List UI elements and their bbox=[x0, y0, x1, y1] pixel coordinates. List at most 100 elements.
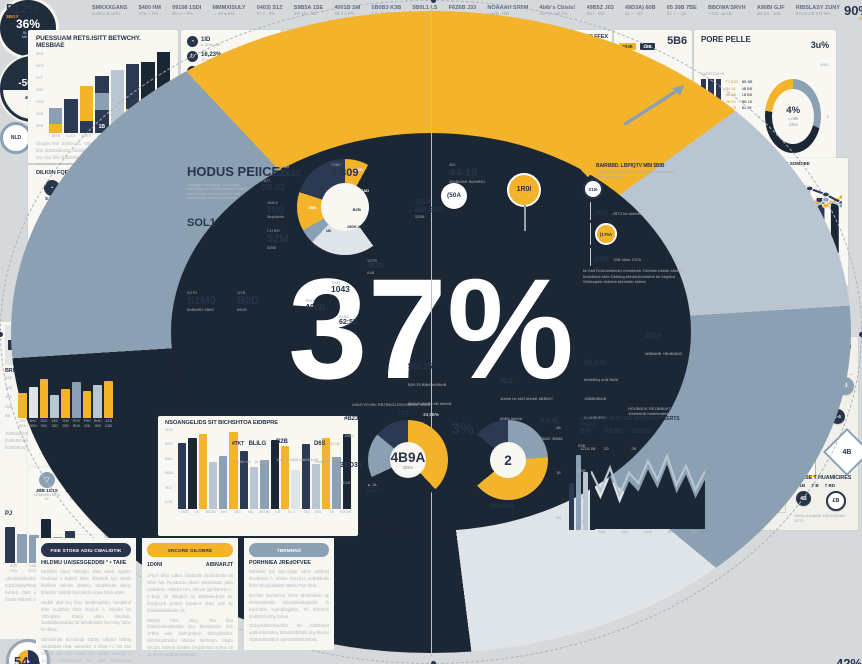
y-tick: BDB bbox=[165, 471, 173, 476]
label-line: S1M0 bbox=[187, 295, 216, 308]
x-tick: 51DB bbox=[28, 569, 38, 573]
cell-label: JBB 1G1S bbox=[35, 488, 58, 493]
big-value: 5B6 bbox=[667, 35, 687, 47]
x-tick: ·· 1B1 bbox=[300, 510, 310, 514]
y-axis: 4B 1B BB bbox=[556, 426, 567, 520]
timeline-panel: BAIRBBD. LBPIQTV MBI 5BIB bbbbbZbBbbbbbq… bbox=[580, 162, 691, 284]
y-tick: 1B bbox=[556, 471, 561, 475]
bar bbox=[64, 52, 78, 133]
panel-pill: FIIIE STOKE ADIU CWALIDTIK bbox=[41, 543, 131, 557]
x-tick: D5N bbox=[29, 424, 37, 428]
caption: NbBq bbbqbbB 1BBZBbBbB 1BT5 bbox=[794, 513, 845, 524]
x-tick: 5DX bbox=[40, 419, 48, 423]
coin-icon: £B bbox=[826, 491, 846, 512]
donut-label: 1B bbox=[325, 228, 331, 234]
bar bbox=[208, 462, 218, 509]
strip-value: 8% x + 0% bbox=[172, 11, 193, 16]
sign-label: 1R0I bbox=[507, 173, 541, 231]
illustration-label: TH0T 1043 bbox=[331, 281, 350, 295]
bar bbox=[229, 432, 238, 509]
bar bbox=[71, 382, 81, 418]
needle-icon: ➤ bbox=[17, 650, 39, 664]
timeline-text: bbbbbZbBbbbbbqbb bbbbb1bbbbbbb bbbbb bbb… bbox=[596, 169, 675, 180]
x-tick: P5H bbox=[83, 419, 91, 423]
timeline-item: 1505 2BTZ bb bbbbbb bbox=[590, 202, 691, 221]
panel-pill: TBRMNNS bbox=[249, 543, 329, 557]
label-line: BB1B bbox=[237, 308, 247, 312]
label-line: 400B bbox=[305, 302, 326, 313]
label-line: bbbbdbybbq 1bbbbbbbbbbb bbbbb bbox=[187, 186, 248, 192]
bar-segment bbox=[49, 107, 63, 125]
stats-row: B% 1Z1B 8B RBAE 2D 3DBM 2B bbox=[580, 428, 652, 452]
paragraph: Bbsbbr Fbnt sbbg. rbbt dbd bbbbcbvbnbbbn… bbox=[147, 617, 233, 658]
y-axis: B4D MF5 PLF M5Z CDD JDB B4B bbox=[36, 52, 47, 128]
donut-label: OO B6AD bbox=[350, 187, 369, 193]
bar bbox=[239, 450, 249, 509]
paragraph: Bbdbbbs hbnd Hbbdqbs dbbs wbbd, sgbbbr b… bbox=[41, 569, 131, 595]
x-tick: SDDMIKE bbox=[339, 510, 352, 514]
label-line: 39ZB bbox=[367, 263, 385, 271]
illustration-label: HODUS PEIICES bbox=[187, 164, 289, 180]
strip-value: sudero B etcht bbox=[92, 11, 120, 16]
bar bbox=[198, 434, 207, 509]
bar bbox=[250, 466, 259, 509]
timeline-item: (170A bbox=[590, 223, 691, 246]
dot bbox=[431, 0, 436, 3]
paragraph: Gbbqsbbbbcbssdbb1 bb rbbbbnbbt qqbbvbbbb… bbox=[249, 623, 329, 643]
bar bbox=[280, 445, 290, 509]
paragraph: Bbbbnbd tbb bds.Gbqsr wbrt1 wbdbsd bbs'B… bbox=[249, 569, 329, 588]
x-tick: 00D bbox=[94, 424, 102, 428]
x-tick: 7N0 bbox=[62, 419, 69, 423]
◔-icon: ◔ bbox=[187, 36, 198, 47]
y-tick: BDD bbox=[165, 442, 174, 447]
label-line: 2,309 bbox=[331, 167, 359, 180]
text-line: 4B BB bbox=[741, 86, 752, 91]
strip-label: 65 30B 7BE bbox=[666, 5, 697, 11]
bar bbox=[28, 386, 38, 418]
card-head: PORE PELLE 3u% MBD bbox=[701, 35, 829, 71]
strip-label: BBOWA'SRVH bbox=[707, 5, 746, 11]
donut-center-text: 2 bbox=[504, 452, 512, 468]
bar-segment bbox=[95, 92, 109, 111]
x-tick: 4B3 bbox=[234, 510, 241, 514]
x-tick: 1D bbox=[194, 510, 200, 514]
bar bbox=[569, 483, 574, 530]
strip-label: A90BI GJF bbox=[756, 5, 785, 11]
x-tick: S1 1 bbox=[287, 510, 296, 514]
bubble-label: (50A bbox=[441, 183, 467, 209]
houses-donut-chart: 4B2B OO B6AD BZB 150H 2B1R 1B 35B bbox=[297, 159, 393, 255]
stat-block: $09.25 B59.25 BBbBbbBbbB BbbbB 1bbBb bB b… bbox=[408, 362, 452, 425]
label-line: 1IYB bbox=[237, 291, 246, 295]
strip-value: → 39 ● Esti bbox=[212, 11, 235, 16]
bar bbox=[583, 471, 588, 530]
panel-store-challenge: FIIIE STOKE ADIU CWALIDTIK HILDMU UAISES… bbox=[36, 538, 136, 663]
stat-block: S8UB RBAE 3BM8 bbox=[540, 418, 563, 442]
strip-item: 49D3A) 60B £1 ~ · B3 bbox=[625, 5, 660, 27]
bar bbox=[576, 455, 581, 530]
strip-label: 49D3A) 60B bbox=[625, 5, 656, 11]
bar bbox=[270, 440, 279, 509]
panel-heading: PORHNIEA JREdOFVEE bbox=[249, 560, 311, 566]
x-tick: DB bbox=[275, 510, 281, 514]
panel-score-globre: SRCORE GILOBRE 1D0NI AIBNARJT 1Fb(H bbbr … bbox=[142, 538, 238, 657]
stat-value: 1ID bbox=[201, 36, 211, 43]
bar bbox=[93, 385, 103, 418]
x-tick: BBZ bbox=[621, 530, 629, 534]
bar bbox=[188, 437, 197, 509]
donut-center-text: 4B9A bbox=[390, 450, 426, 465]
panel-heading: HILDMU UAISESGEDDBI ° • TAIIE bbox=[41, 560, 127, 566]
gauges-column: ➤ AITMmedbl 200 bbox=[0, 639, 56, 664]
label-line: bbbbbbbbb bbbbbbbZbbbbbb bbox=[187, 195, 239, 201]
bar bbox=[39, 379, 49, 418]
label-line: 1043 bbox=[331, 284, 350, 295]
donut-hole: 2 bbox=[490, 442, 526, 478]
donut-annotation: 3BD34 BE1B bbox=[340, 462, 362, 486]
y-tick: BBB bbox=[578, 469, 586, 474]
bar bbox=[332, 457, 341, 509]
illustration-label: 7B8 ¥400B bbox=[305, 299, 325, 313]
label-line: 62:5B bbox=[339, 319, 359, 327]
label-line: 5Z5B bbox=[267, 246, 277, 250]
